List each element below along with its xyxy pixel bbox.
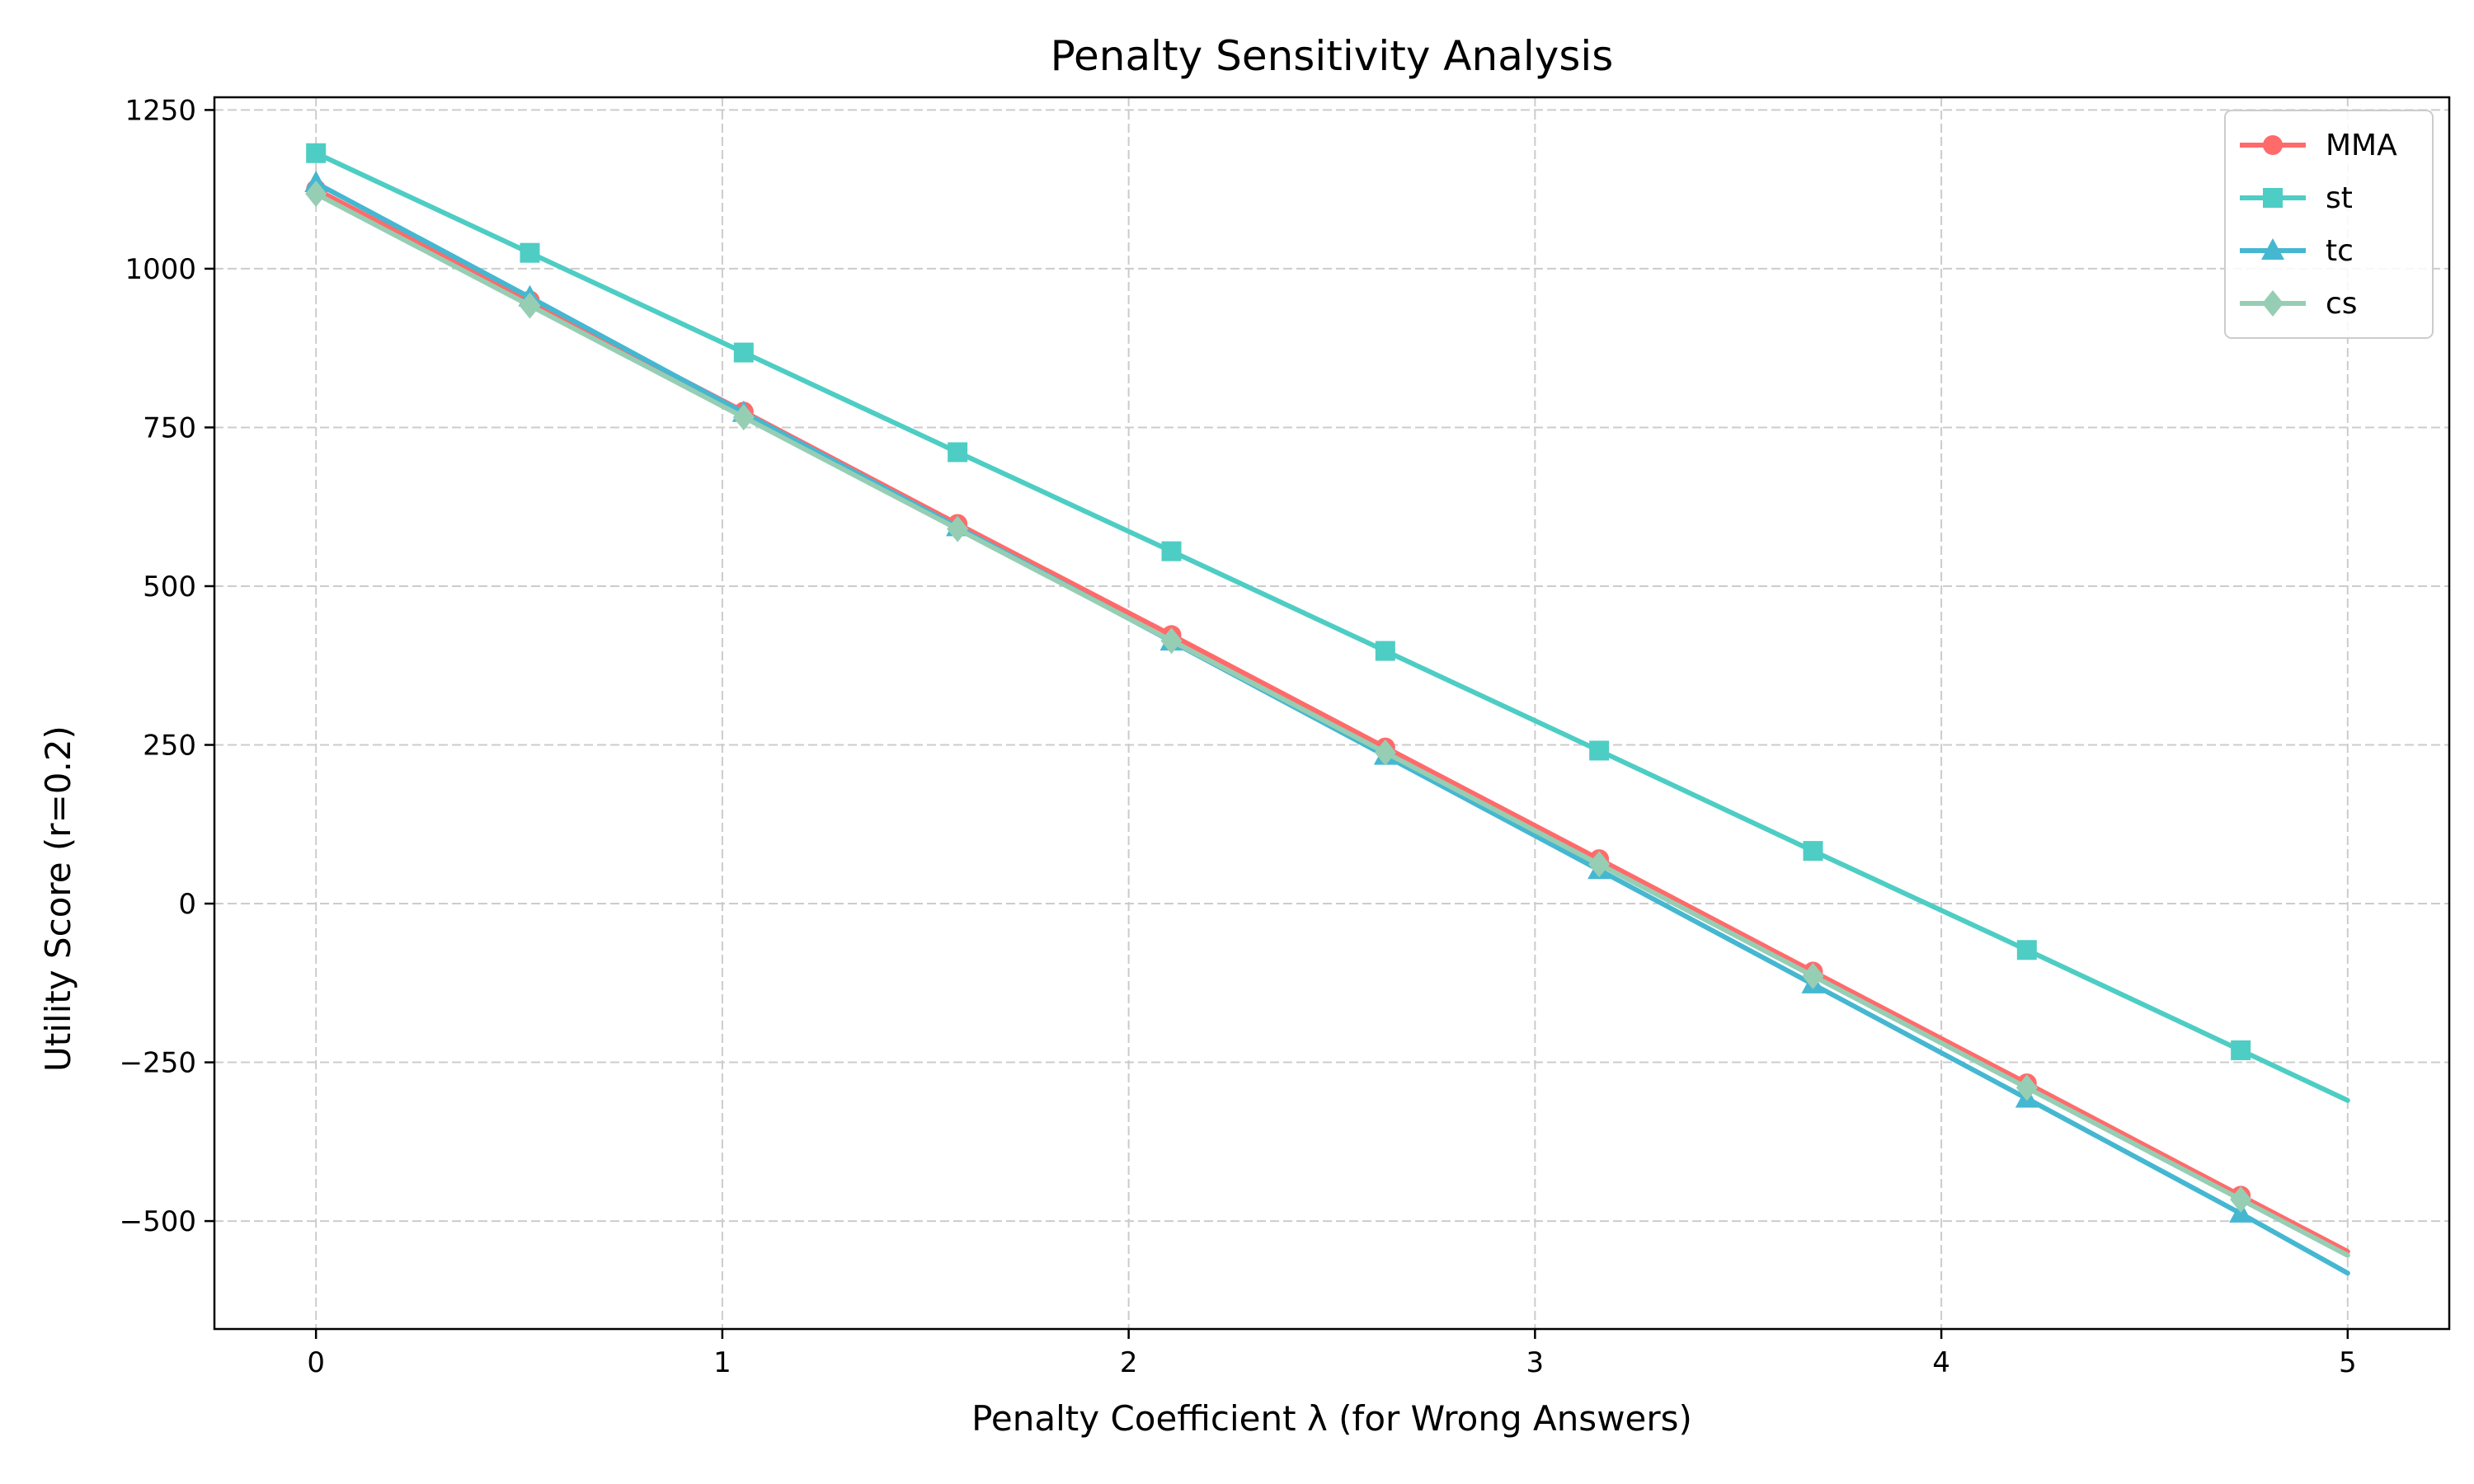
x-axis-label: Penalty Coefficient λ (for Wrong Answers… bbox=[971, 1398, 1692, 1439]
y-axis-label: Utility Score (r=0.2) bbox=[38, 726, 78, 1072]
y-tick-label: 0 bbox=[178, 888, 196, 921]
legend-entry-mma: MMA bbox=[2240, 129, 2397, 162]
data-point-st bbox=[1589, 740, 1610, 761]
data-point-st bbox=[520, 242, 540, 263]
y-tick-label: −500 bbox=[120, 1205, 196, 1238]
x-tick-label: 5 bbox=[2339, 1346, 2357, 1379]
x-tick-label: 3 bbox=[1526, 1346, 1545, 1379]
series-st bbox=[306, 143, 2350, 1103]
legend-marker bbox=[2261, 238, 2284, 260]
data-point-cs bbox=[1160, 627, 1183, 655]
legend-box bbox=[2224, 110, 2434, 339]
data-point-cs bbox=[1802, 962, 1824, 989]
plot-area-frame bbox=[213, 96, 2451, 1331]
data-point-st bbox=[733, 342, 754, 363]
legend-marker bbox=[2262, 290, 2284, 317]
legend-marker bbox=[2263, 188, 2283, 208]
legend-marker bbox=[2263, 135, 2283, 155]
data-point-cs bbox=[2015, 1074, 2038, 1101]
series-cs bbox=[305, 181, 2350, 1258]
y-tick-label: 250 bbox=[143, 730, 196, 763]
y-tick-label: 500 bbox=[143, 571, 196, 603]
x-tick-label: 4 bbox=[1932, 1346, 1950, 1379]
grid-lines bbox=[214, 97, 2449, 1329]
x-tick-label: 2 bbox=[1120, 1346, 1138, 1379]
x-tick-label: 0 bbox=[307, 1346, 325, 1379]
axis-ticks: 0 1 2 3 4 5 −500 −250 0 250 500 750 1000 1250 bbox=[120, 94, 2357, 1379]
legend-entry-st: st bbox=[2240, 181, 2353, 215]
y-tick-label: 750 bbox=[143, 411, 196, 444]
data-point-st bbox=[306, 143, 327, 163]
data-point-cs bbox=[2230, 1186, 2252, 1213]
legend-entry-tc: tc bbox=[2240, 234, 2354, 268]
data-point-cs bbox=[1588, 851, 1611, 878]
data-point-st bbox=[1161, 541, 1182, 561]
data-point-st bbox=[1803, 841, 1823, 862]
data-point-cs bbox=[1374, 739, 1396, 766]
x-tick-label: 1 bbox=[713, 1346, 731, 1379]
data-point-cs bbox=[305, 181, 327, 208]
chart-title: Penalty Sensitivity Analysis bbox=[1051, 32, 1614, 80]
legend: MMA st tc cs bbox=[2224, 110, 2434, 339]
legend-entry-cs: cs bbox=[2240, 287, 2358, 321]
legend-label: cs bbox=[2326, 287, 2358, 321]
legend-label: tc bbox=[2326, 234, 2354, 268]
data-point-st bbox=[1375, 641, 1395, 661]
data-point-cs bbox=[947, 515, 969, 542]
legend-label: MMA bbox=[2326, 129, 2397, 162]
data-point-cs bbox=[519, 292, 541, 319]
y-tick-label: −250 bbox=[120, 1047, 196, 1080]
y-tick-label: 1000 bbox=[125, 253, 196, 286]
data-point-cs bbox=[732, 404, 755, 431]
y-tick-label: 1250 bbox=[125, 94, 196, 127]
data-point-st bbox=[948, 442, 968, 463]
data-point-st bbox=[2016, 940, 2037, 960]
legend-label: st bbox=[2326, 181, 2353, 215]
series-layer bbox=[304, 143, 2350, 1276]
data-point-st bbox=[2231, 1040, 2251, 1060]
